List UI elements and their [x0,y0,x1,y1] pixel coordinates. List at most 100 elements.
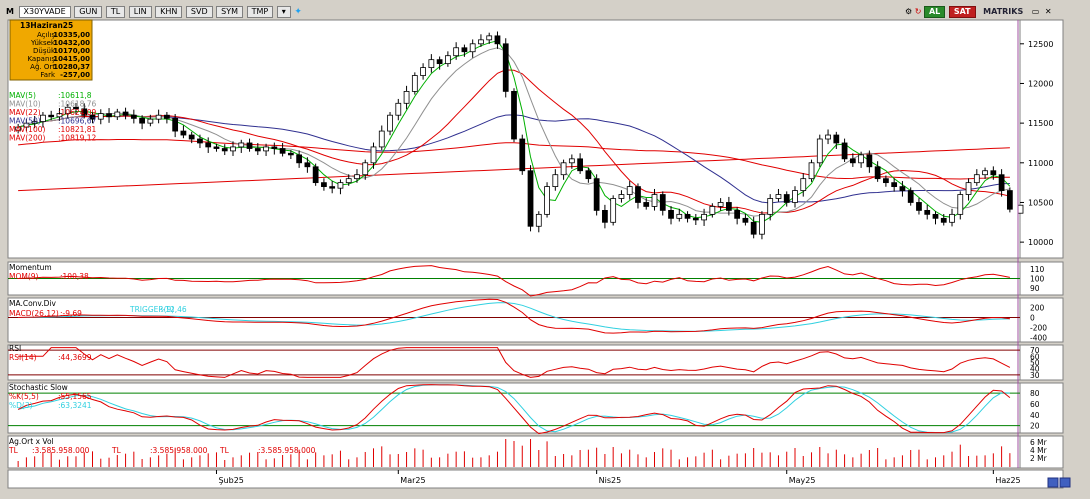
close-icon[interactable]: ✕ [1044,7,1052,16]
x-tick-label: Şub25 [218,476,243,485]
candle [287,152,294,156]
sell-button[interactable]: SAT [948,6,976,18]
y-tick-label: 10000 [1028,238,1053,247]
axis-macd [1019,297,1064,343]
x-tick-label: May25 [789,476,816,485]
info-value-5: -257,00 [60,71,90,79]
candle [428,59,435,69]
mom-tick: 90 [1030,284,1040,293]
candle [436,59,443,65]
candle [643,202,650,207]
khn-button[interactable]: KHN [155,6,183,18]
candle [329,186,336,189]
candle [387,114,393,132]
x-tick-label: Haz25 [995,476,1020,485]
y-tick-label: 12000 [1028,79,1053,88]
candle [932,213,939,219]
ma100-line [18,139,1010,180]
candle [106,113,112,118]
candle [81,108,88,116]
period-button[interactable]: GUN [74,6,103,18]
candle [841,142,848,160]
candle [188,134,195,140]
candle [238,142,245,148]
macd-tick: -200 [1030,324,1047,333]
rsi-tick: 50 [1030,359,1040,368]
candle [155,114,162,120]
candle [816,138,823,164]
legend-name-1: MAV(10) [9,100,41,109]
candle [593,178,600,211]
vol-item-0: TL [8,446,19,455]
macd-trigger-value: :-12,46 [160,305,187,314]
candle [370,146,377,164]
candle [461,47,468,53]
candle [692,217,699,221]
candle [469,43,476,53]
rsi-name: RSI(14) [9,353,37,362]
buy-button[interactable]: AL [923,6,946,18]
candle [783,194,790,203]
candle [560,162,567,176]
candle [40,114,46,122]
ma10-line [17,47,1011,217]
candle [858,154,864,164]
symbol-selector[interactable]: X30YVADE [18,6,71,18]
candle [709,206,716,215]
rsi-tick: 60 [1030,352,1040,361]
candle [742,217,749,223]
stoch-k-name: %K(5,5) [9,392,39,401]
svd-button[interactable]: SVD [185,6,213,18]
candle [750,221,757,235]
candle [602,209,608,223]
axis-stoch [1019,382,1064,434]
macd-tick: 200 [1030,304,1045,313]
candle [31,121,38,124]
app-logo: M [6,7,14,16]
candle [411,75,418,92]
info-value-2: 10170,00 [53,47,90,55]
candle [535,213,542,227]
x-tick-label: Mar25 [400,476,425,485]
mom-tick: 110 [1030,265,1045,274]
candle [883,178,889,184]
twitter-icon[interactable]: ✦ [294,7,302,17]
candle [957,194,964,215]
candle [800,178,807,191]
currency-button[interactable]: TL [105,6,126,18]
linear-button[interactable]: LIN [128,6,152,18]
candle [982,170,988,176]
candle [64,106,71,115]
x-tick-label: Nis25 [599,476,622,485]
candle [420,67,426,76]
candle [916,202,922,211]
candle [164,114,170,119]
candle [940,217,947,223]
minimize-icon[interactable]: ▭ [1031,7,1040,16]
candle [833,134,840,144]
mom-tick: 100 [1030,275,1045,284]
candle [362,162,369,176]
candle [56,113,63,118]
y-tick-label: 10500 [1028,198,1053,207]
dropdown-arrow-icon[interactable]: ▾ [276,6,291,18]
settings-icon[interactable]: ⚙ [905,7,913,16]
info-date: 13Haziran25 [20,21,73,30]
legend-value-2: :10624,09 [58,108,97,117]
legend-name-5: MAV(200) [9,134,45,143]
candle [618,194,625,199]
tmp-button[interactable]: TMP [246,6,274,18]
refresh-icon[interactable]: ↻ [914,7,922,16]
candle [15,126,22,131]
stoch-tick: 40 [1030,411,1040,420]
panel-macd [7,297,1021,343]
vol-tick: 6 Mr [1030,438,1048,447]
sym-button[interactable]: SYM [216,6,244,18]
legend-value-4: :10821,81 [58,125,97,134]
candle [230,146,236,152]
legend-value-5: :10819,12 [58,134,97,143]
candle [734,209,741,219]
candle [849,158,856,164]
